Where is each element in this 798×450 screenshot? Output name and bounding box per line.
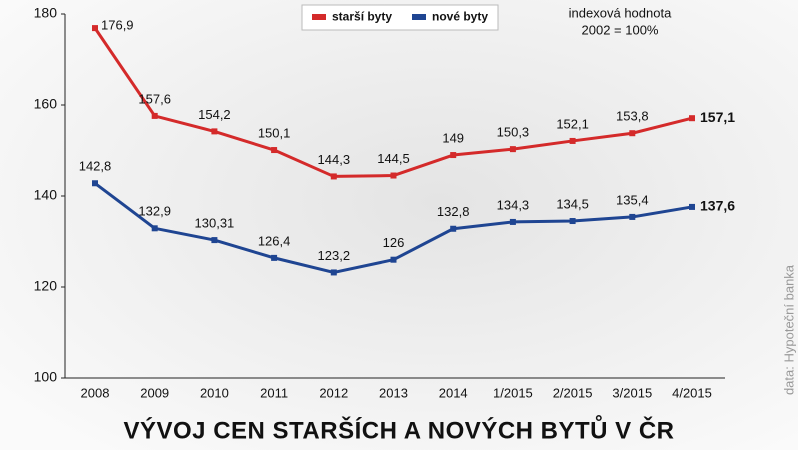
value-label: 135,4 [616,192,649,207]
value-label: 144,3 [318,152,351,167]
point-marker [450,225,457,232]
point-marker [509,146,516,153]
x-tick-label: 4/2015 [672,385,712,400]
value-label: 132,9 [138,204,171,219]
point-marker [330,173,337,180]
value-label: 157,6 [138,91,171,106]
chart-title: VÝVOJ CEN STARŠÍCH A NOVÝCH BYTŮ V ČR [123,414,674,444]
point-marker [390,172,397,179]
point-marker [390,256,397,263]
annotation: 2002 = 100% [582,22,659,37]
value-label: 142,8 [79,159,112,174]
point-marker [271,254,278,261]
value-label: 157,1 [700,109,735,125]
value-label: 126,4 [258,233,291,248]
value-label: 150,3 [497,125,530,140]
value-label: 154,2 [198,107,231,122]
point-marker [629,130,636,137]
y-tick-label: 120 [34,278,58,294]
legend-swatch [312,14,326,20]
y-tick-label: 140 [34,187,58,203]
value-label: 152,1 [556,116,589,131]
y-tick-label: 160 [34,96,58,112]
value-label: 144,5 [377,151,410,166]
x-tick-label: 1/2015 [493,385,533,400]
value-label: 153,8 [616,109,649,124]
point-marker [569,218,576,225]
point-marker [689,115,695,122]
point-marker [271,147,278,154]
point-marker [151,225,158,232]
point-marker [509,218,516,225]
value-label: 137,6 [700,198,735,214]
value-label: 150,1 [258,125,291,140]
value-label: 149 [442,130,464,145]
x-tick-label: 2011 [260,385,288,400]
x-tick-label: 2/2015 [553,385,593,400]
legend-box [301,4,499,31]
value-label: 132,8 [437,204,470,219]
point-marker [569,137,576,144]
value-label: 130,31 [195,216,235,231]
point-marker [92,25,98,32]
point-marker [211,237,218,244]
point-marker [92,180,98,187]
x-tick-label: 2013 [379,385,408,400]
point-marker [629,213,636,220]
annotation: indexová hodnota [569,5,672,20]
x-tick-label: 3/2015 [612,385,652,400]
y-tick-label: 180 [34,5,58,21]
value-label: 123,2 [318,248,351,263]
legend-label: starší byty [332,10,392,24]
x-tick-label: 2012 [319,385,348,400]
value-label: 126 [383,235,405,250]
x-tick-label: 2014 [439,385,468,400]
value-label: 134,3 [497,197,530,212]
x-tick-label: 2010 [200,385,229,400]
point-marker [330,269,337,276]
source: data: Hypoteční banka [781,264,796,395]
legend-label: nové byty [432,10,488,24]
point-marker [450,152,457,159]
legend-swatch [412,14,426,20]
x-tick-label: 2009 [140,385,169,400]
x-tick-label: 2008 [81,385,110,400]
point-marker [211,128,218,135]
point-marker [151,112,158,119]
value-label: 134,5 [556,196,589,211]
value-label: 176,9 [101,18,134,33]
point-marker [689,203,695,210]
y-tick-label: 100 [34,369,58,385]
